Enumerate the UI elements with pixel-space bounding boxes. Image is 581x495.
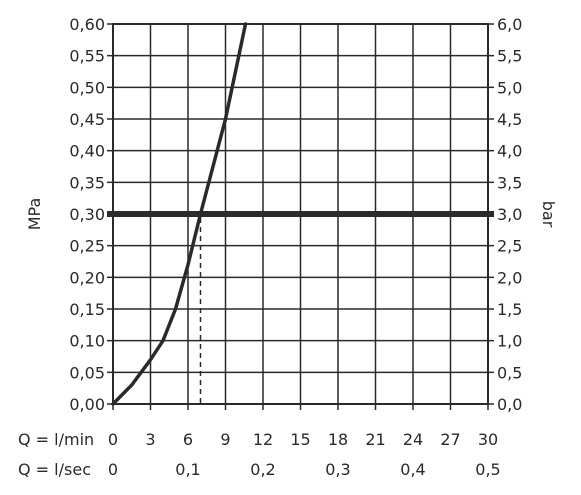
x-tick-label-lmin: 9 (220, 430, 230, 449)
y-tick-label-right: 2,5 (497, 237, 522, 256)
x-tick-label-lmin: 30 (478, 430, 498, 449)
x-tick-label-lmin: 0 (108, 430, 118, 449)
x-tick-label-lsec: 0 (108, 460, 118, 479)
y-tick-label-left: 0,05 (69, 363, 105, 382)
x-tick-label-lmin: 24 (403, 430, 423, 449)
y-tick-label-right: 5,0 (497, 78, 522, 97)
y-axis-left: 0,00 0,05 0,10 0,15 0,20 0,25 0,30 0,35 0,40 0,45… (69, 15, 113, 414)
y-tick-label-right: 2,0 (497, 268, 522, 287)
y-tick-label-left: 0,00 (69, 395, 105, 414)
y-tick-label-left: 0,60 (69, 15, 105, 34)
y-tick-label-left: 0,40 (69, 142, 105, 161)
y-axis-right: 0,0 0,5 1,0 1,5 2,0 2,5 3,0 3,5 4,0 4,5 5,0 5,5 6,0 (488, 15, 522, 414)
y-tick-label-right: 5,5 (497, 47, 522, 66)
x-tick-label-lmin: 21 (365, 430, 385, 449)
x-tick-label-lmin: 27 (440, 430, 460, 449)
y-axis-right-label: bar (539, 201, 558, 228)
y-tick-label-left: 0,35 (69, 173, 105, 192)
x-tick-label-lsec: 0,2 (250, 460, 275, 479)
y-tick-label-right: 0,5 (497, 363, 522, 382)
x-tick-label-lsec: 0,5 (475, 460, 500, 479)
y-tick-label-left: 0,15 (69, 300, 105, 319)
x-tick-label-lmin: 6 (183, 430, 193, 449)
y-tick-label-left: 0,50 (69, 78, 105, 97)
y-tick-label-right: 4,5 (497, 110, 522, 129)
x-tick-label-lsec: 0,4 (400, 460, 425, 479)
y-tick-label-right: 3,5 (497, 173, 522, 192)
x-tick-label-lsec: 0,1 (175, 460, 200, 479)
y-tick-label-left: 0,30 (69, 205, 105, 224)
y-axis-left-label: MPa (25, 198, 44, 231)
x-axis-lsec: 0 0,1 0,2 0,3 0,4 0,5 (108, 460, 501, 479)
series-layer (111, 22, 248, 406)
x-tick-label-lsec: 0,3 (325, 460, 350, 479)
y-tick-label-left: 0,55 (69, 47, 105, 66)
y-tick-label-right: 0,0 (497, 395, 522, 414)
y-tick-label-right: 3,0 (497, 205, 522, 224)
y-tick-label-left: 0,25 (69, 237, 105, 256)
y-tick-label-left: 0,45 (69, 110, 105, 129)
x-tick-label-lmin: 15 (290, 430, 310, 449)
x-tick-label-lmin: 18 (328, 430, 348, 449)
y-tick-label-right: 4,0 (497, 142, 522, 161)
x-axis-lsec-label: Q = l/sec (18, 460, 91, 479)
y-tick-label-right: 6,0 (497, 15, 522, 34)
y-tick-label-left: 0,10 (69, 332, 105, 351)
x-tick-label-lmin: 3 (145, 430, 155, 449)
series-line-0 (111, 22, 248, 406)
x-axis-lmin: 0 3 6 9 12 15 18 21 24 27 30 (108, 404, 498, 449)
reference-layer (107, 211, 494, 404)
x-tick-label-lmin: 12 (253, 430, 273, 449)
y-tick-label-right: 1,0 (497, 332, 522, 351)
x-axis-lmin-label: Q = l/min (18, 430, 94, 449)
y-tick-label-right: 1,5 (497, 300, 522, 319)
y-tick-label-left: 0,20 (69, 268, 105, 287)
